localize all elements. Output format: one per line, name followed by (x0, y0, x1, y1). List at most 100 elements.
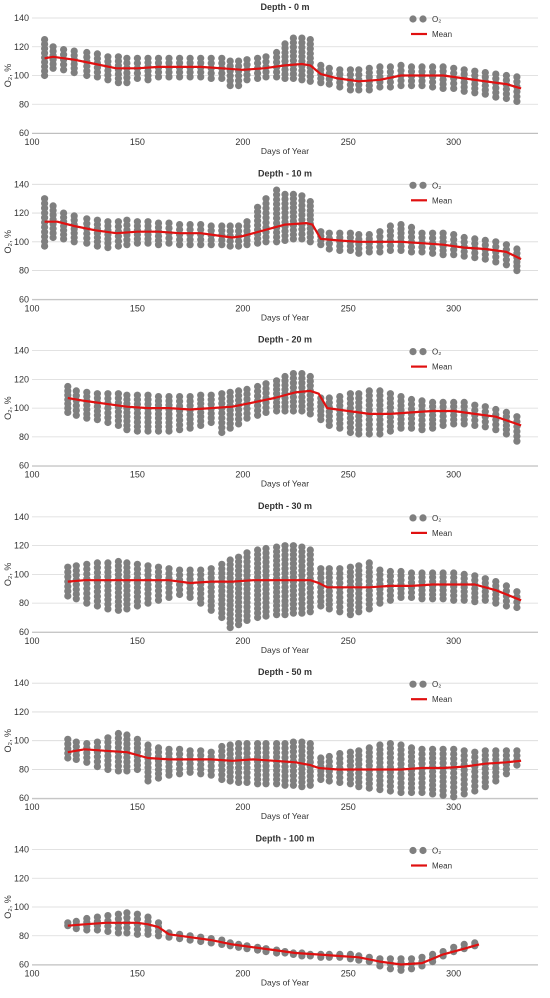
data-point (460, 747, 468, 755)
data-point (123, 391, 131, 399)
data-point (397, 567, 405, 576)
data-point (165, 234, 173, 242)
x-tick-label: 150 (130, 802, 145, 812)
data-point (407, 63, 416, 71)
data-point (397, 221, 405, 229)
data-point (418, 953, 426, 961)
legend-label: O₂ (432, 680, 441, 689)
data-point (407, 223, 416, 231)
y-tick-label: 120 (14, 873, 29, 883)
data-point (460, 940, 468, 948)
data-point (492, 421, 500, 429)
data-point (64, 382, 72, 391)
data-point (429, 234, 437, 242)
data-point (123, 54, 131, 62)
y-tick-label: 100 (14, 736, 29, 746)
data-point (471, 748, 479, 756)
data-point (60, 61, 68, 69)
data-point (165, 393, 173, 401)
data-point (218, 390, 226, 398)
data-point (397, 76, 405, 85)
data-point (186, 226, 194, 234)
data-point (104, 218, 112, 226)
data-point (207, 565, 215, 573)
data-point (226, 388, 234, 396)
data-point (298, 34, 306, 42)
data-point (355, 71, 363, 79)
data-point (197, 391, 205, 399)
data-point (243, 385, 251, 393)
data-point (218, 69, 226, 77)
data-point (133, 69, 141, 77)
data-point (60, 46, 68, 54)
y-tick-label: 120 (14, 541, 29, 551)
legend-marker-o2 (409, 181, 417, 189)
data-point (83, 560, 91, 568)
data-point (254, 54, 262, 62)
data-point (336, 229, 344, 237)
data-point (83, 388, 91, 396)
data-point (243, 56, 251, 64)
data-point (273, 377, 281, 385)
legend: O₂ Mean (409, 15, 452, 39)
data-point (471, 406, 479, 414)
data-point (133, 925, 141, 933)
x-tick-label: 100 (24, 802, 39, 812)
data-point (429, 78, 437, 86)
data-point (41, 195, 49, 203)
data-point (133, 735, 141, 743)
data-point (235, 237, 243, 245)
x-axis-label: Days of Year (261, 811, 309, 821)
data-point (386, 955, 394, 963)
data-point (93, 913, 101, 921)
data-point (502, 241, 510, 249)
data-point (186, 236, 194, 244)
y-tick-label: 60 (19, 128, 29, 138)
y-axis-label: O₂, % (3, 396, 13, 420)
data-point (306, 740, 314, 748)
legend-label: Mean (432, 862, 452, 871)
data-point (70, 47, 78, 55)
data-point (513, 603, 521, 612)
data-point (397, 61, 405, 69)
data-point (93, 738, 101, 746)
data-point (123, 216, 131, 224)
data-point (513, 747, 521, 755)
data-point (397, 82, 405, 90)
legend-marker-o2 (409, 15, 417, 23)
data-point (243, 740, 251, 748)
data-point (218, 74, 226, 82)
x-tick-label: 150 (130, 470, 145, 480)
data-point (144, 562, 152, 570)
data-point (133, 74, 141, 82)
chart-panel: 60 80 100 120 140 100 150 200 250 300 Depth - 10 m… (3, 168, 538, 322)
y-tick-label: 100 (14, 403, 29, 413)
data-point (176, 393, 184, 401)
data-point (492, 747, 500, 755)
data-point (144, 741, 152, 749)
data-point (386, 567, 394, 576)
data-point (429, 63, 437, 71)
y-tick-label: 80 (19, 99, 29, 109)
legend-label: Mean (432, 695, 452, 704)
data-point (123, 914, 131, 922)
data-point (418, 745, 426, 753)
y-tick-label: 80 (19, 598, 29, 608)
x-axis-label: Days of Year (261, 146, 309, 156)
data-point (429, 229, 437, 237)
data-point (429, 745, 437, 753)
data-point (376, 233, 384, 241)
legend-marker-o2 (419, 514, 427, 522)
data-point (226, 57, 234, 65)
data-point (450, 251, 458, 259)
data-point (429, 244, 437, 252)
legend: O₂ Mean (409, 514, 452, 538)
data-point (93, 390, 101, 398)
data-point (397, 393, 405, 401)
data-point (471, 235, 479, 243)
data-point (355, 747, 363, 755)
data-point (165, 239, 173, 247)
data-point (123, 929, 131, 937)
data-point (226, 556, 234, 564)
data-point (376, 741, 384, 749)
